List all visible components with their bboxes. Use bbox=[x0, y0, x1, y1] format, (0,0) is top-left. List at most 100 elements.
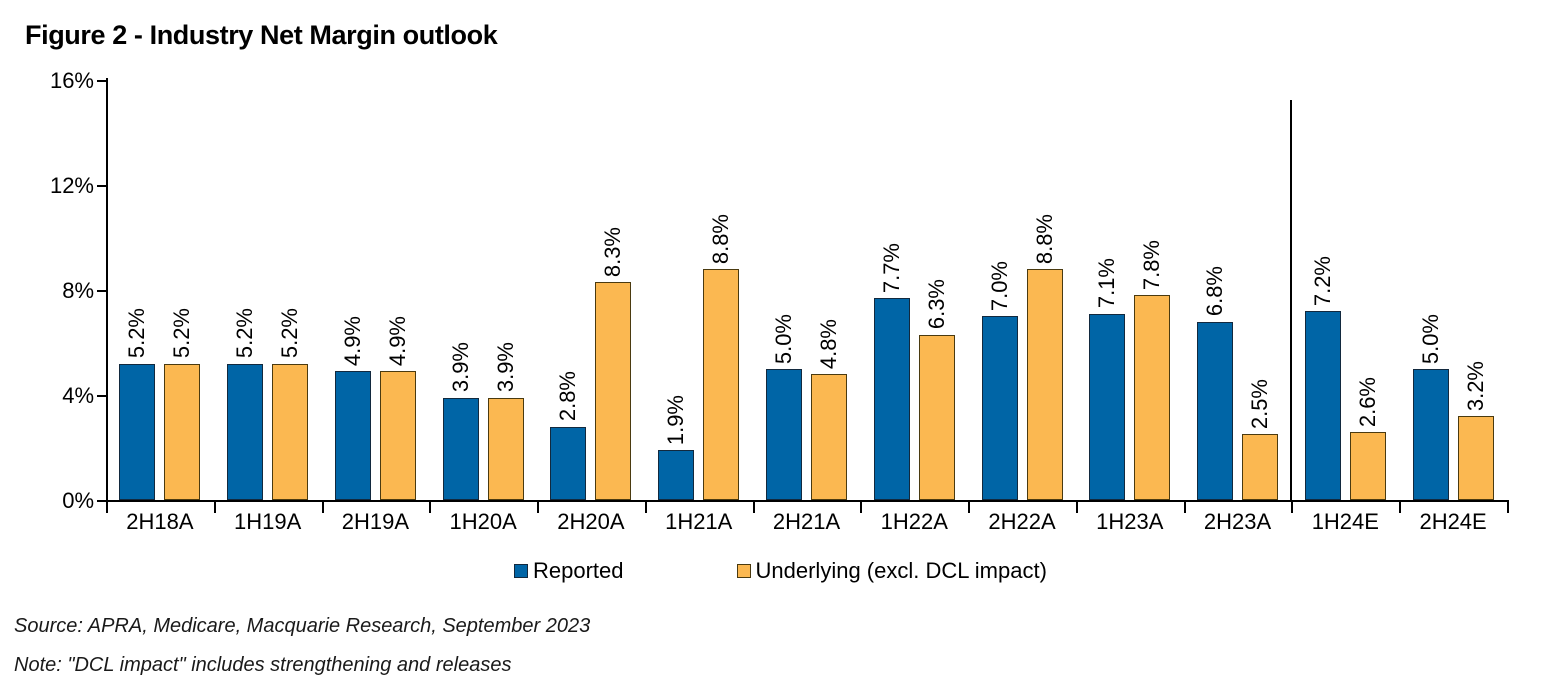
bar-value-label: 5.2% bbox=[265, 308, 315, 358]
x-axis-tick bbox=[106, 500, 108, 513]
legend-entry-reported: Reported bbox=[514, 560, 624, 582]
bar-value-label: 5.2% bbox=[157, 308, 207, 358]
x-axis-category-label: 2H20A bbox=[557, 509, 625, 534]
x-axis-category-label: 2H24E bbox=[1419, 509, 1487, 534]
x-axis-tick bbox=[644, 500, 647, 513]
legend-swatch-underlying bbox=[736, 564, 751, 578]
bar-underlying-2H23A bbox=[1242, 434, 1279, 500]
x-axis-category-label: 2H21A bbox=[772, 509, 841, 534]
bar-underlying-1H19A bbox=[272, 363, 309, 500]
bar-value-text: 1.9% bbox=[663, 394, 689, 446]
bar-value-text: 6.8% bbox=[1202, 266, 1228, 317]
x-axis-tick bbox=[968, 500, 971, 513]
bar-value-label: 7.8% bbox=[1127, 240, 1177, 290]
legend-label-reported: Reported bbox=[533, 558, 624, 583]
y-axis-label: 8% bbox=[62, 278, 94, 303]
bar-reported-2H23A bbox=[1197, 321, 1234, 500]
bar-underlying-2H21A bbox=[811, 374, 847, 500]
bar-value-text: 7.7% bbox=[878, 242, 904, 293]
y-axis-tick bbox=[97, 185, 106, 187]
bar-value-label: 8.8% bbox=[696, 214, 746, 264]
x-axis-category-label: 1H24E bbox=[1311, 509, 1379, 534]
bar-value-label: 7.7% bbox=[867, 243, 917, 293]
bar-value-label: 6.8% bbox=[1190, 266, 1240, 316]
bar-reported-1H20A bbox=[442, 397, 479, 500]
x-axis-tick bbox=[321, 500, 324, 513]
y-axis-tick bbox=[97, 80, 106, 82]
x-axis-category-label: 2H23A bbox=[1203, 509, 1272, 534]
bar-value-text: 6.3% bbox=[923, 279, 949, 330]
bar-reported-2H18A bbox=[119, 363, 156, 500]
bar-value-text: 3.2% bbox=[1462, 360, 1488, 411]
bar-value-label: 7.0% bbox=[975, 261, 1025, 311]
bar-value-text: 4.9% bbox=[339, 316, 365, 367]
bar-value-label: 3.9% bbox=[436, 342, 486, 392]
bar-value-text: 5.2% bbox=[277, 308, 303, 359]
bar-value-text: 8.8% bbox=[708, 213, 734, 264]
bar-reported-2H19A bbox=[334, 371, 371, 500]
bar-underlying-1H24E bbox=[1349, 431, 1386, 500]
y-axis-line bbox=[106, 78, 108, 502]
x-axis-tick bbox=[213, 500, 216, 513]
bar-value-text: 5.2% bbox=[232, 308, 258, 359]
bar-underlying-1H23A bbox=[1134, 295, 1171, 500]
x-axis-tick bbox=[1291, 500, 1294, 513]
y-axis-tick bbox=[97, 500, 106, 502]
bar-underlying-1H22A bbox=[918, 334, 955, 500]
note-text: Note: "DCL impact" includes strengthenin… bbox=[14, 654, 512, 676]
bar-value-text: 4.8% bbox=[816, 318, 841, 369]
y-axis-label: 0% bbox=[62, 488, 94, 513]
bar-underlying-2H18A bbox=[164, 363, 201, 500]
bar-value-label: 6.3% bbox=[912, 279, 962, 329]
x-axis-category-label: 2H19A bbox=[341, 509, 410, 534]
bar-value-label: 5.0% bbox=[759, 314, 809, 364]
bar-value-text: 2.8% bbox=[555, 371, 581, 422]
x-axis-category-label: 1H23A bbox=[1096, 509, 1164, 534]
bar-value-label: 5.0% bbox=[1406, 314, 1456, 364]
bar-reported-1H23A bbox=[1089, 313, 1126, 500]
bar-value-label: 7.1% bbox=[1082, 258, 1132, 308]
bar-value-text: 2.5% bbox=[1247, 379, 1273, 430]
bar-value-text: 2.6% bbox=[1354, 376, 1380, 427]
bar-value-text: 5.0% bbox=[771, 313, 796, 364]
x-axis-category-label: 1H20A bbox=[449, 509, 517, 534]
bar-value-label: 2.6% bbox=[1343, 377, 1393, 427]
bar-value-label: 4.9% bbox=[373, 316, 423, 366]
source-text: Source: APRA, Medicare, Macquarie Resear… bbox=[14, 615, 591, 637]
legend-label-underlying: Underlying (excl. DCL impact) bbox=[755, 558, 1047, 583]
y-axis-tick bbox=[97, 290, 106, 292]
x-axis-category-label: 2H22A bbox=[988, 509, 1056, 534]
bar-value-label: 4.8% bbox=[804, 319, 854, 369]
bar-value-text: 8.8% bbox=[1031, 213, 1057, 264]
x-axis-category-label: 1H22A bbox=[880, 509, 948, 534]
x-axis-tick bbox=[1075, 500, 1078, 513]
actual-estimate-divider bbox=[1290, 100, 1293, 500]
bar-value-text: 3.9% bbox=[492, 342, 518, 393]
bar-value-text: 7.8% bbox=[1139, 240, 1165, 291]
bar-value-text: 7.1% bbox=[1094, 258, 1120, 309]
bar-underlying-1H20A bbox=[487, 397, 524, 500]
bar-underlying-1H21A bbox=[703, 269, 740, 500]
bar-reported-1H24E bbox=[1304, 311, 1341, 500]
bar-underlying-2H22A bbox=[1026, 269, 1063, 500]
x-axis-tick bbox=[537, 500, 540, 513]
bar-underlying-2H24E bbox=[1457, 416, 1494, 500]
x-axis-tick bbox=[752, 500, 755, 513]
x-axis-tick bbox=[860, 500, 863, 513]
bar-value-label: 2.8% bbox=[543, 371, 593, 421]
x-axis-tick bbox=[1507, 500, 1509, 513]
x-axis-tick bbox=[1399, 500, 1402, 513]
bar-value-label: 5.2% bbox=[112, 308, 162, 358]
x-axis-category-label: 1H19A bbox=[234, 509, 302, 534]
bar-value-text: 4.9% bbox=[384, 316, 410, 367]
bar-reported-2H21A bbox=[766, 368, 802, 500]
bar-value-text: 5.2% bbox=[169, 308, 195, 359]
bar-value-text: 3.9% bbox=[447, 342, 473, 393]
x-axis-tick bbox=[1183, 500, 1186, 513]
bar-reported-2H22A bbox=[981, 316, 1018, 500]
bar-reported-2H24E bbox=[1412, 368, 1449, 500]
x-axis-line bbox=[106, 500, 1509, 502]
x-axis-category-label: 2H18A bbox=[126, 509, 194, 534]
bar-reported-1H19A bbox=[227, 363, 264, 500]
bar-value-text: 5.0% bbox=[1417, 313, 1443, 364]
